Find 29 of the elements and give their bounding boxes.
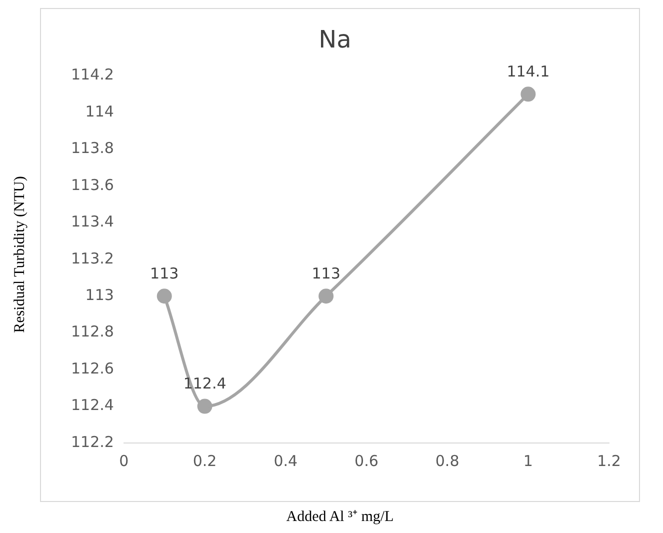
point <box>318 288 334 304</box>
y-tick-label: 114 <box>85 102 114 120</box>
point <box>156 288 172 304</box>
point <box>197 398 212 414</box>
y-axis-title: Residual Turbidity (NTU) <box>12 176 28 332</box>
x-tick-label: 0.2 <box>192 452 217 470</box>
x-tick-label: 1.2 <box>597 452 621 470</box>
x-tick-label: 0.4 <box>274 452 298 470</box>
data-label: 112.4 <box>183 374 226 393</box>
y-tick-label: 112.8 <box>70 322 114 341</box>
x-tick-label: 1 <box>523 452 533 470</box>
data-label: 114.1 <box>506 62 550 81</box>
chart-title: Na <box>318 26 352 54</box>
y-tick-label: 113.8 <box>70 139 114 158</box>
y-tick-label: 112.4 <box>70 396 114 414</box>
data-label: 113 <box>150 264 179 283</box>
x-tick-label: 0 <box>119 452 129 470</box>
y-tick-label: 113.6 <box>70 176 114 194</box>
y-tick-label: 113 <box>85 286 114 304</box>
y-tick-label: 114.2 <box>70 66 114 84</box>
y-tick-label: 113.2 <box>70 249 114 268</box>
y-tick-label: 112.2 <box>70 432 114 451</box>
y-tick-label: 113.4 <box>70 212 114 231</box>
x-tick-label: 0.6 <box>354 452 378 470</box>
y-tick-label: 112.6 <box>70 359 114 378</box>
data-label: 113 <box>312 264 340 283</box>
x-tick-label: 0.8 <box>435 452 460 470</box>
x-axis-title: Added Al ³⁺ mg/L <box>285 508 395 526</box>
point <box>520 86 536 102</box>
